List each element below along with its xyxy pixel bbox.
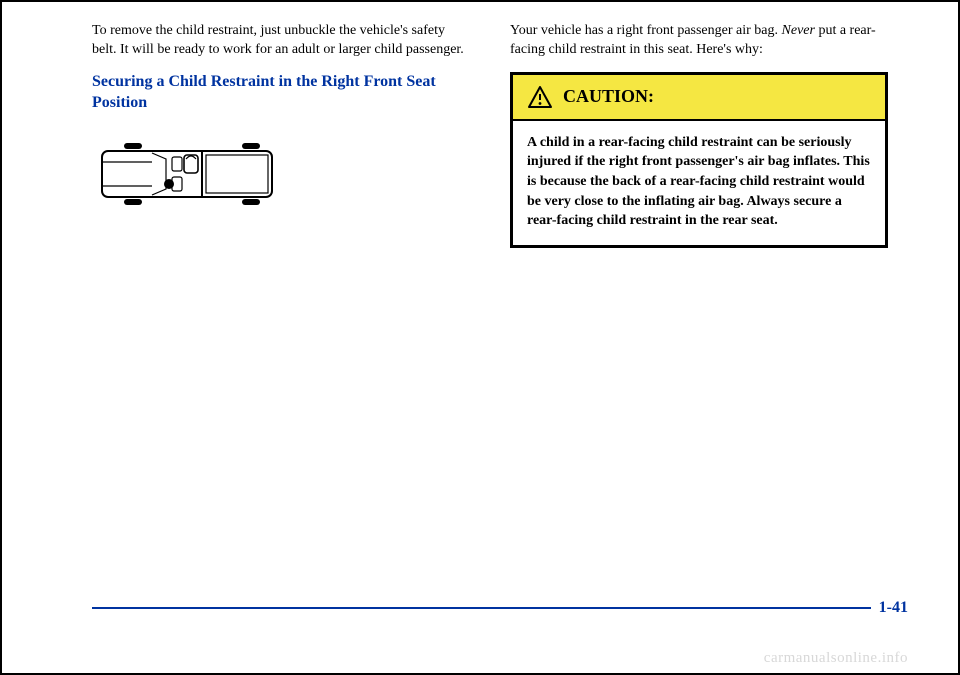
page-number: 1-41 xyxy=(871,599,908,617)
airbag-paragraph: Your vehicle has a right front passenger… xyxy=(510,22,888,60)
left-column: To remove the child restraint, just unbu… xyxy=(92,22,470,248)
caution-label: CAUTION: xyxy=(563,86,654,107)
airbag-text-never: Never xyxy=(782,23,815,38)
section-heading: Securing a Child Restraint in the Right … xyxy=(92,72,470,114)
intro-paragraph: To remove the child restraint, just unbu… xyxy=(92,22,470,60)
vehicle-top-view-diagram xyxy=(92,129,292,219)
two-column-layout: To remove the child restraint, just unbu… xyxy=(92,22,888,248)
caution-body-text: A child in a rear-facing child restraint… xyxy=(513,121,885,245)
watermark-text: carmanualsonline.info xyxy=(764,650,908,667)
manual-page: To remove the child restraint, just unbu… xyxy=(0,0,960,675)
footer-rule xyxy=(92,607,888,609)
warning-triangle-icon xyxy=(527,85,553,109)
caution-box: CAUTION: A child in a rear-facing child … xyxy=(510,72,888,248)
right-column: Your vehicle has a right front passenger… xyxy=(510,22,888,248)
airbag-text-pre: Your vehicle has a right front passenger… xyxy=(510,23,782,38)
caution-header: CAUTION: xyxy=(513,75,885,121)
